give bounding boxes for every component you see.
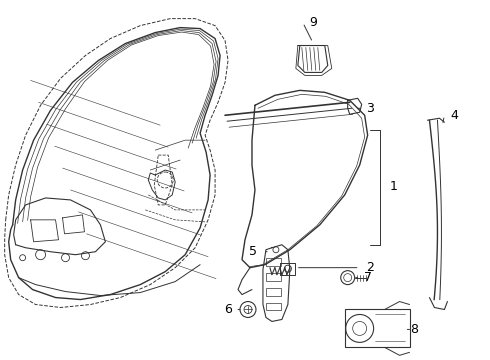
Bar [266, 258, 281, 266]
Text: 5: 5 [249, 245, 257, 258]
Bar [266, 302, 281, 310]
Text: 2: 2 [366, 261, 373, 274]
Text: 6: 6 [224, 303, 232, 316]
Text: 4: 4 [450, 109, 458, 122]
Bar [266, 273, 281, 280]
Text: 1: 1 [390, 180, 397, 193]
Text: 8: 8 [411, 323, 418, 336]
Bar [345, 310, 410, 347]
Text: 9: 9 [309, 16, 317, 29]
Text: 3: 3 [366, 102, 373, 115]
Text: 7: 7 [364, 271, 371, 284]
Bar [266, 288, 281, 296]
